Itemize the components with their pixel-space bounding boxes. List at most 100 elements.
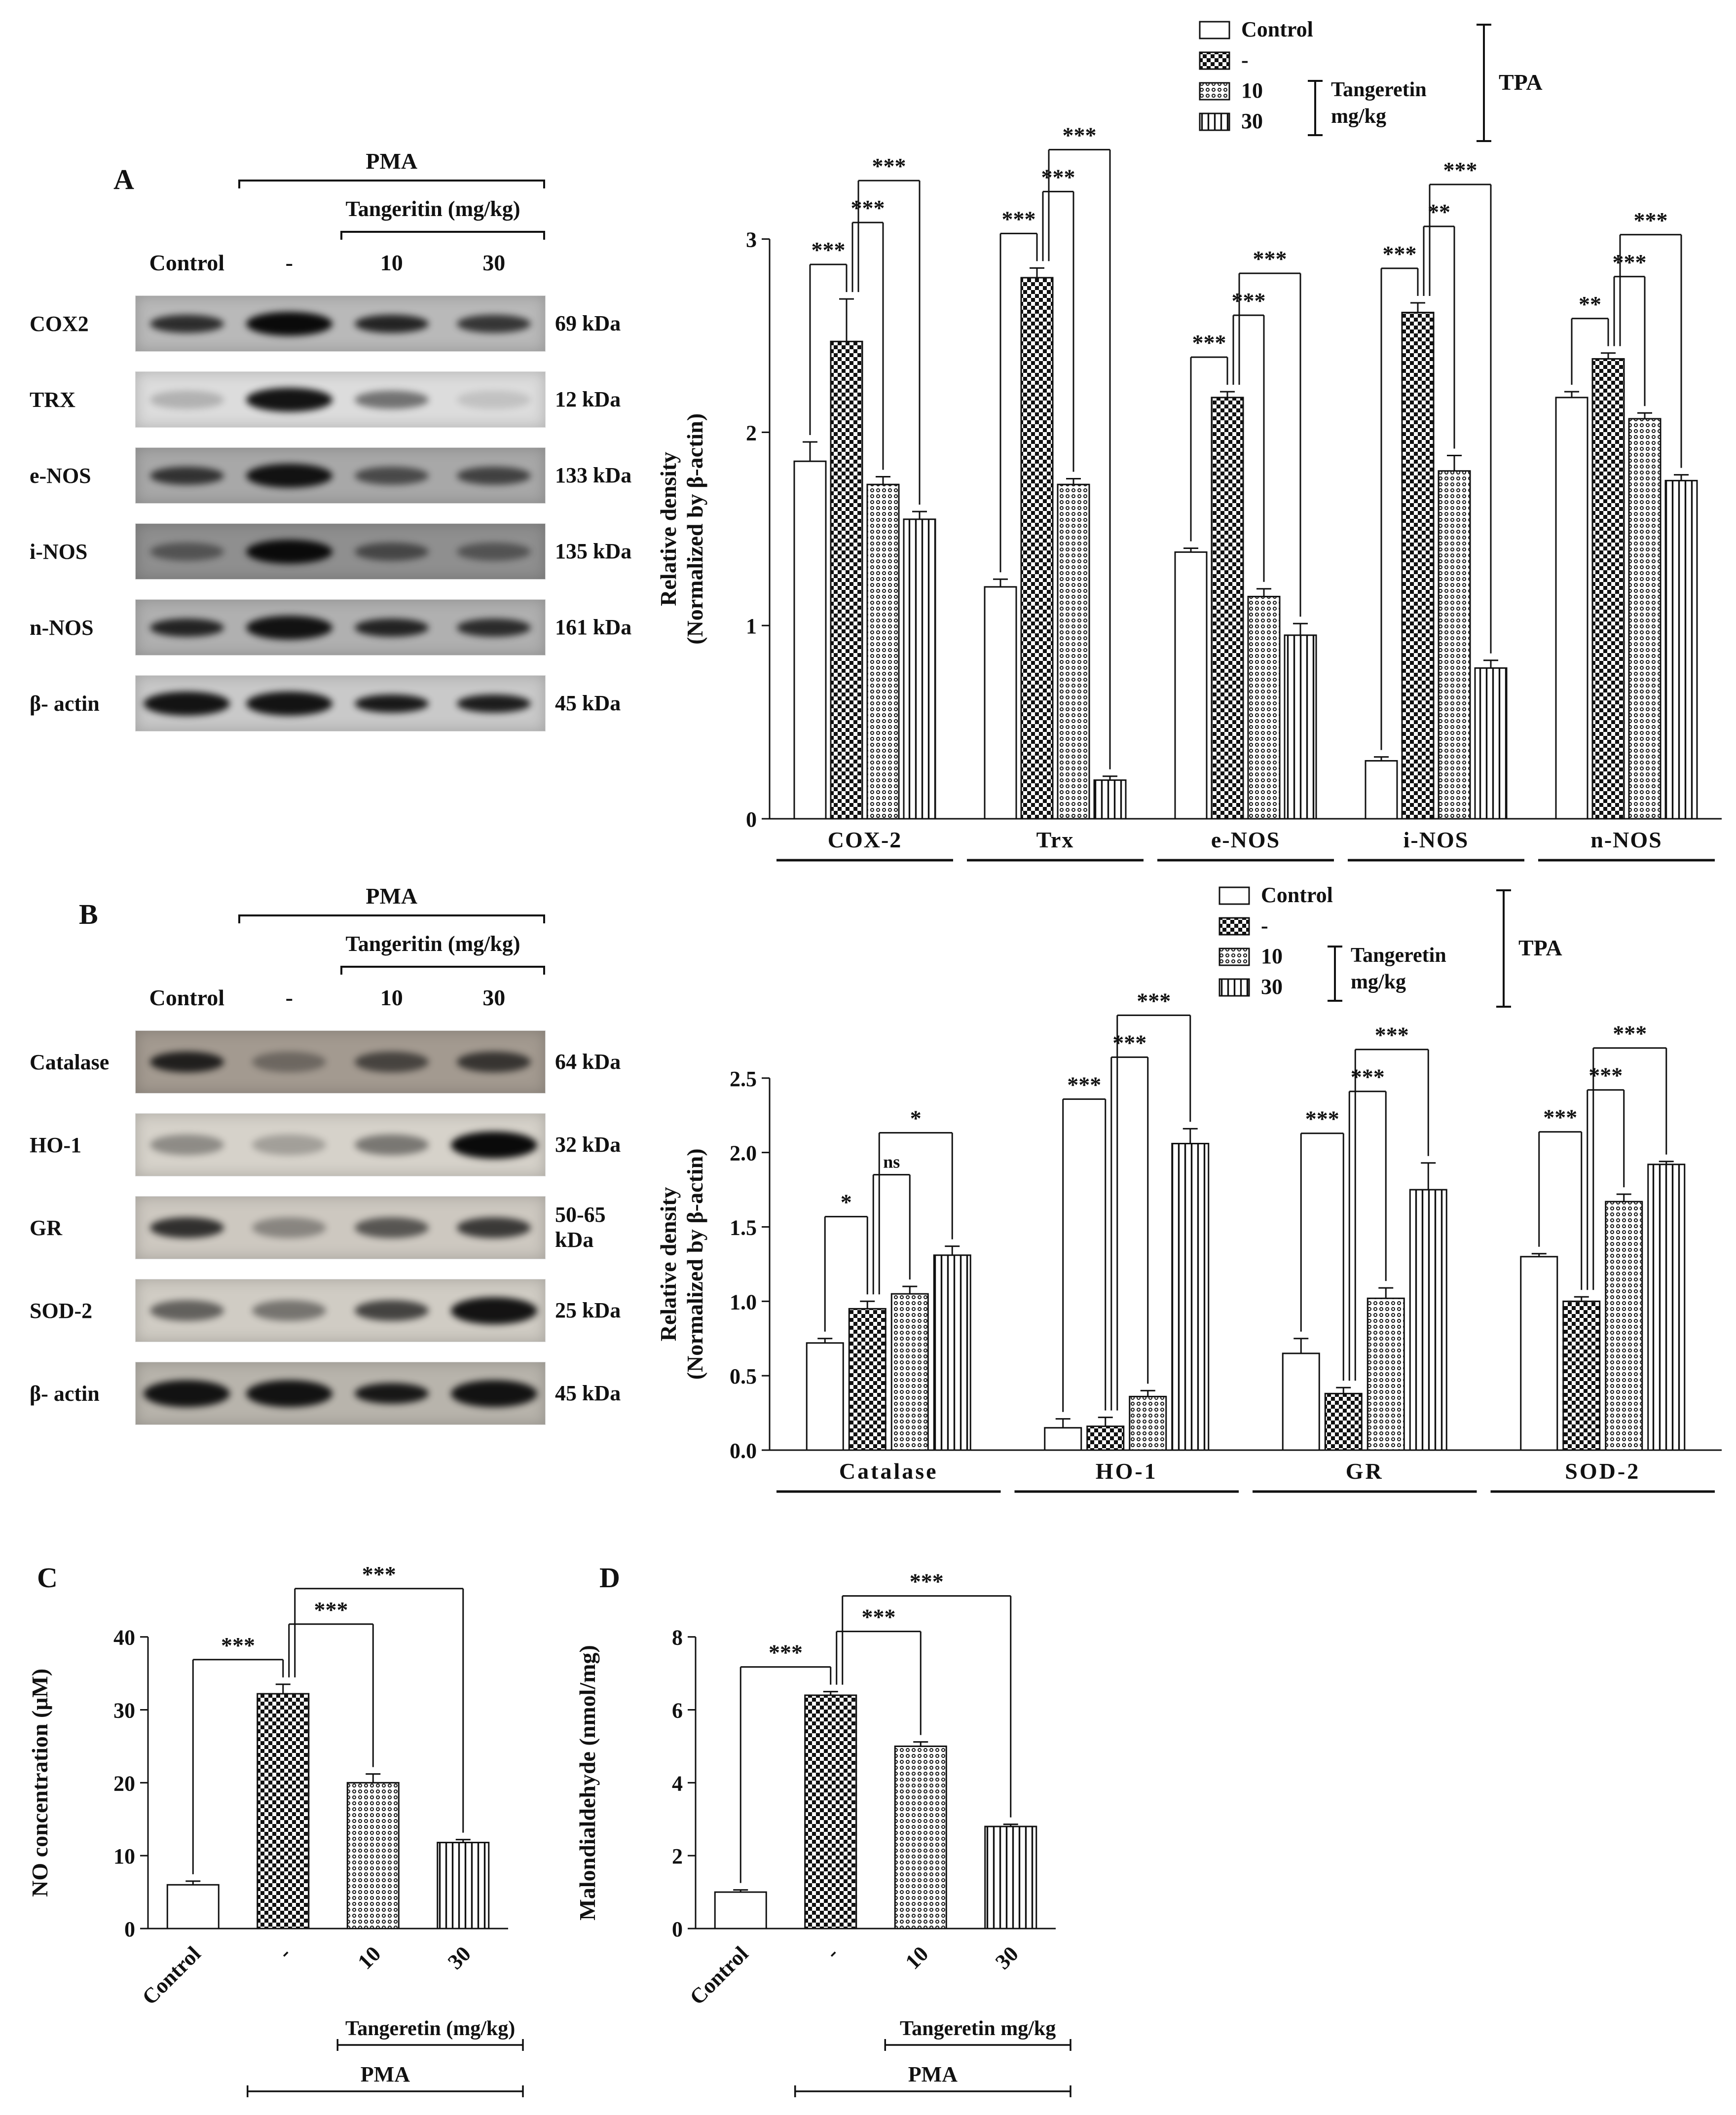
blot-band — [354, 390, 429, 409]
x-tick-label: Control — [138, 1941, 206, 2009]
significance-label: *** — [862, 1604, 896, 1630]
panel-c-label: C — [37, 1562, 58, 1594]
bar — [1093, 779, 1127, 820]
blot-band — [252, 1134, 327, 1155]
blot-band — [149, 542, 224, 561]
blot-band — [354, 1052, 429, 1072]
blot-protein-label: GR — [30, 1215, 62, 1240]
blot-band — [457, 1052, 531, 1072]
significance-label: *** — [1351, 1064, 1385, 1090]
y-tick-label: 2.0 — [730, 1141, 757, 1166]
bar — [437, 1842, 490, 1930]
legend-tpa-label: TPA — [1518, 935, 1562, 960]
panel-a-blot: PMA Tangeritin (mg/kg) Control - 10 30 COX2 69 … — [30, 148, 696, 765]
significance-label: *** — [1375, 1022, 1409, 1048]
category-label: Catalase — [839, 1459, 938, 1484]
blot-strip — [135, 1196, 546, 1259]
bar — [1474, 667, 1508, 820]
bar — [1282, 1352, 1320, 1451]
category-label: i-NOS — [1404, 827, 1469, 852]
significance-label: *** — [1112, 1030, 1146, 1055]
blot-strip — [135, 295, 546, 352]
bar — [793, 460, 827, 820]
bar — [1129, 1395, 1167, 1451]
blot-kda-label: 161 kDa — [555, 615, 632, 639]
legend-label: Control — [1261, 883, 1333, 907]
panel-a-chart: 0 1 2 3 Relative density (Normalized by β-act… — [656, 49, 1736, 888]
significance-label: *** — [221, 1633, 255, 1658]
bar — [903, 518, 936, 820]
category-label: COX-2 — [828, 827, 902, 852]
x-tick-label: 10 — [901, 1941, 933, 1974]
bar — [890, 1293, 929, 1451]
legend-dose-line1: Tangeretin — [1331, 78, 1427, 101]
blot-strip — [135, 1113, 546, 1176]
legend-dose-bracket — [1328, 946, 1342, 1002]
bar — [1520, 1256, 1558, 1451]
bar — [166, 1884, 220, 1930]
blot-band — [252, 1217, 327, 1238]
blot-lane-header: Control — [149, 250, 225, 275]
y-tick-label: 2 — [746, 421, 757, 445]
panel-d-chart: 0 2 4 6 8 Malondialdehyde (nmol/mg) Control - 10… — [567, 1564, 1130, 2115]
blot-lane-header: 10 — [380, 985, 403, 1010]
blot-band — [149, 314, 224, 333]
blot-band — [149, 1052, 224, 1072]
bar — [1284, 634, 1317, 820]
blot-band — [450, 1131, 537, 1159]
blot-band — [252, 1300, 327, 1321]
blot-band — [149, 466, 224, 485]
blot-band — [149, 1217, 224, 1238]
blot-treatment-line-tick-right — [543, 914, 545, 923]
bar — [1562, 1300, 1601, 1451]
blot-band — [246, 311, 332, 336]
blot-strip — [135, 675, 546, 731]
significance-label: *** — [1253, 246, 1287, 271]
legend-dose-line1: Tangeretin — [1351, 944, 1446, 967]
blot-protein-label: TRX — [30, 387, 75, 412]
tangeretin-annotation-label: Tangeretin mg/kg — [900, 2017, 1056, 2040]
bar — [984, 586, 1017, 820]
blot-treatment-line — [238, 180, 545, 182]
y-tick-label: 2.5 — [730, 1067, 757, 1091]
bar — [1044, 1427, 1082, 1451]
significance-label: * — [910, 1106, 922, 1131]
significance-label: *** — [1613, 1021, 1647, 1046]
bar — [1647, 1164, 1686, 1451]
bar — [1401, 312, 1435, 820]
legend-dose-bracket — [1308, 80, 1323, 136]
blot-kda-label: 133 kDa — [555, 463, 632, 487]
bar — [1171, 1143, 1210, 1451]
bar — [984, 1825, 1037, 1930]
y-tick-label: 0 — [746, 807, 757, 832]
significance-label: *** — [362, 1564, 396, 1587]
blot-kda-label: 50-65 kDa — [555, 1203, 606, 1252]
y-tick-label: 30 — [113, 1699, 135, 1723]
blot-band — [354, 1300, 429, 1321]
blot-protein-label: SOD-2 — [30, 1298, 93, 1323]
blot-lane-header: - — [285, 250, 293, 275]
legend-label: 30 — [1261, 975, 1283, 999]
significance-label: *** — [812, 237, 846, 262]
x-tick-label: Control — [685, 1941, 753, 2009]
x-tick-label: 30 — [443, 1941, 476, 1974]
legend-label: 30 — [1241, 109, 1263, 133]
bar — [1664, 479, 1698, 820]
legend-swatch-rect — [1199, 112, 1230, 131]
blot-dose-line-tick-right — [543, 231, 545, 240]
legend-label: Control — [1241, 17, 1313, 41]
blot-treatment-label: PMA — [366, 883, 418, 909]
significance-label: *** — [1041, 164, 1075, 189]
legend-swatch-vlines-icon — [1219, 978, 1250, 997]
blot-treatment-line-tick-right — [543, 180, 545, 188]
pma-annotation-label: PMA — [908, 2062, 958, 2086]
blot-strip — [135, 371, 546, 428]
chart-D-plot: 0 2 4 6 8 Malondialdehyde (nmol/mg) Control - 10… — [575, 1569, 1071, 2097]
chart-A-plot: 0 1 2 3 Relative density (Normalized by β-act… — [656, 122, 1722, 862]
blot-protein-label: β- actin — [30, 1381, 100, 1406]
category-label: Trx — [1036, 827, 1074, 852]
x-tick-label: - — [273, 1941, 295, 1964]
legend-swatch-rect — [1199, 82, 1230, 101]
legend-dose-line2: mg/kg — [1331, 105, 1387, 128]
blot-kda-label: 12 kDa — [555, 387, 621, 411]
